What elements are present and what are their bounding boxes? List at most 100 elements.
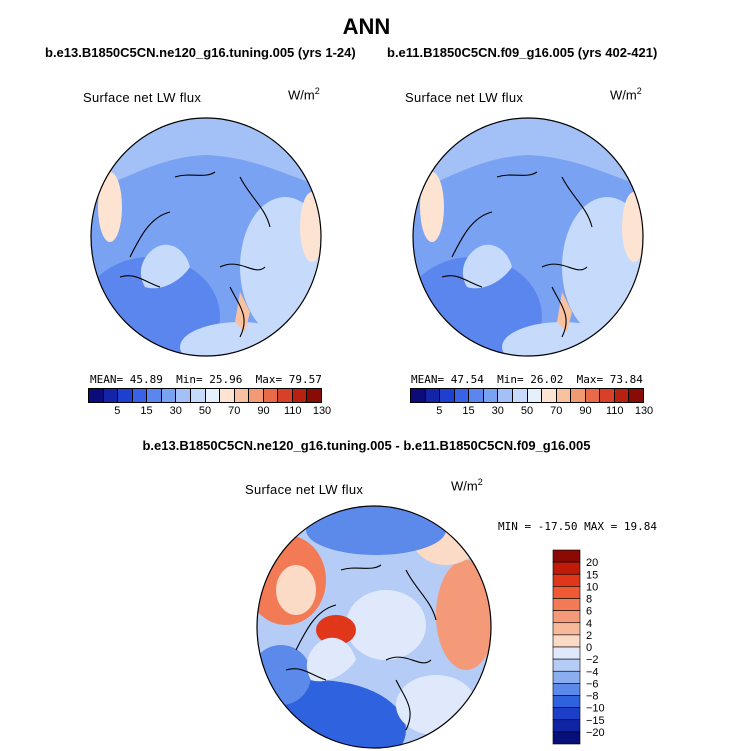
panel2-case-title: b.e11.B1850C5CN.f09_g16.005 (yrs 402-421…	[387, 45, 658, 60]
colorbar-tick-label: −20	[586, 727, 605, 739]
colorbar-box	[278, 389, 293, 402]
colorbar-tick-label: 5	[114, 405, 121, 417]
colorbar-tick-label: −2	[586, 654, 599, 666]
colorbar-box	[205, 389, 221, 402]
colorbar-tick-label: −8	[586, 691, 599, 703]
colorbar-tick-label: −10	[586, 703, 605, 715]
colorbar-tick-label: 15	[140, 405, 153, 417]
colorbar-tick-label: 20	[586, 557, 598, 569]
colorbar-box	[552, 670, 581, 684]
colorbar-tick-label: 50	[198, 405, 212, 417]
colorbar-box	[263, 389, 279, 402]
panel2-max: 73.84	[609, 373, 643, 386]
colorbar-tick-label: 10	[586, 581, 598, 593]
panel2-stats: MEAN= 47.54 Min= 26.02 Max= 73.84	[411, 373, 643, 386]
colorbar-box	[454, 389, 470, 402]
colorbar-box	[307, 389, 321, 402]
colorbar-box	[498, 389, 513, 402]
colorbar-tick-label: 30	[491, 405, 504, 417]
colorbar-box	[440, 389, 455, 402]
colorbar-tick-label: 30	[169, 405, 182, 417]
colorbar-tick-label: 15	[462, 405, 475, 417]
colorbar-box	[469, 389, 484, 402]
map-panel-difference	[256, 505, 492, 749]
diff-title: b.e13.B1850C5CN.ne120_g16.tuning.005 - b…	[142, 438, 591, 453]
colorbar-box	[527, 389, 543, 402]
colorbar-box	[556, 389, 572, 402]
colorbar-box	[512, 389, 528, 402]
colorbar-box	[600, 389, 615, 402]
colorbar-tick-label: 90	[257, 405, 270, 417]
colorbar-box	[552, 658, 581, 672]
colorbar-box	[552, 731, 581, 745]
colorbar-box	[220, 389, 235, 402]
colorbar-tick-label: 70	[550, 405, 563, 417]
panel1-min: 25.96	[209, 373, 243, 386]
colorbar-box	[585, 389, 601, 402]
panel2-variable: Surface net LW flux	[405, 90, 524, 105]
page-title: ANN	[342, 14, 391, 39]
colorbar-box	[571, 389, 586, 402]
colorbar-box	[425, 389, 441, 402]
colorbar-box	[552, 573, 581, 587]
colorbar-box	[161, 389, 177, 402]
colorbar-box	[552, 610, 581, 624]
colorbar-tick-label: 110	[283, 405, 302, 417]
diff-minmax: MIN = -17.50 MAX = 19.84	[498, 520, 657, 533]
colorbar-tick-label: −15	[586, 715, 605, 727]
colorbar-box	[552, 549, 581, 563]
colorbar-box	[118, 389, 133, 402]
map-panel-2	[412, 117, 644, 357]
panel2-min: 26.02	[530, 373, 564, 386]
colorbar-box	[542, 389, 557, 402]
colorbar-box	[552, 598, 581, 611]
colorbar-tick-label: −4	[586, 666, 599, 678]
diff-variable: Surface net LW flux	[245, 482, 364, 497]
colorbar-tick-label: −6	[586, 678, 599, 690]
colorbar-box	[552, 586, 581, 599]
colorbar-box	[292, 389, 308, 402]
colorbar-box	[190, 389, 206, 402]
colorbar-tick-label: 110	[605, 405, 624, 417]
colorbar-box	[249, 389, 264, 402]
colorbar-box	[103, 389, 119, 402]
colorbar-box	[552, 561, 581, 575]
colorbar-tick-label: 130	[312, 405, 332, 417]
colorbar-box	[147, 389, 162, 402]
colorbar-tick-label: 0	[586, 642, 592, 654]
colorbar-tick-label: 2	[586, 630, 592, 642]
colorbar-box	[552, 646, 581, 660]
colorbar-tick-label: 8	[586, 594, 592, 606]
panel2-colorbar: 5 15 30 50 70 90 110 130	[410, 388, 653, 417]
colorbar-box	[411, 389, 426, 402]
colorbar-box	[89, 389, 104, 402]
panel2-units: W/m2	[610, 86, 642, 103]
panel2-colorbar-boxes	[410, 388, 644, 403]
colorbar-tick-label: 5	[436, 405, 443, 417]
colorbar-box	[176, 389, 191, 402]
panel1-variable: Surface net LW flux	[83, 90, 202, 105]
colorbar-tick-label: 15	[586, 569, 598, 581]
colorbar-tick-label: 130	[634, 405, 654, 417]
colorbar-box	[483, 389, 499, 402]
colorbar-tick-label: 6	[586, 606, 592, 618]
colorbar-box	[234, 389, 250, 402]
colorbar-box	[614, 389, 630, 402]
colorbar-box	[552, 634, 581, 648]
panel1-stats: MEAN= 45.89 Min= 25.96 Max= 79.57	[90, 373, 322, 386]
map-panel-1	[90, 117, 322, 357]
panel1-units: W/m2	[288, 86, 320, 103]
colorbar-tick-label: 70	[228, 405, 241, 417]
panel1-mean: 45.89	[129, 373, 163, 386]
colorbar-box	[132, 389, 148, 402]
colorbar-tick-label: 50	[520, 405, 534, 417]
panel1-case-title: b.e13.B1850C5CN.ne120_g16.tuning.005 (yr…	[45, 45, 356, 60]
colorbar-tick-label: 4	[586, 618, 592, 630]
colorbar-box	[552, 719, 581, 733]
colorbar-box	[552, 707, 581, 721]
panel1-colorbar-boxes	[88, 388, 322, 403]
diff-units: W/m2	[451, 477, 483, 494]
colorbar-tick-label: 90	[579, 405, 592, 417]
panel1-colorbar: 5 15 30 50 70 90 110 130	[88, 388, 331, 417]
